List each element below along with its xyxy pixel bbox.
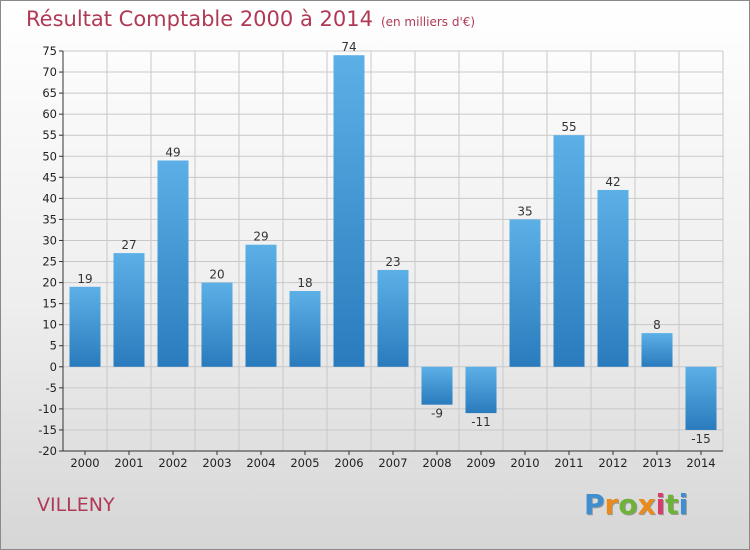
logo-letter: P [584,488,605,521]
chart-title: Résultat Comptable 2000 à 2014 (en millie… [26,7,475,31]
x-tick-label: 2003 [202,456,231,470]
commune-name: VILLENY [37,494,115,516]
data-label: 74 [341,40,356,54]
x-tick-label: 2002 [158,456,187,470]
logo-letter: r [604,488,619,521]
x-tick-label: 2004 [246,456,275,470]
y-tick-label: -10 [38,402,57,416]
y-tick-label: 15 [42,297,57,311]
y-tick-label: 55 [42,128,57,142]
data-label: 20 [209,268,224,282]
data-label: 35 [517,204,532,218]
data-label: 23 [385,255,400,269]
x-tick-label: 2001 [114,456,143,470]
data-label: -9 [431,407,443,421]
bar [465,366,497,414]
bar [201,282,233,367]
chart-subtitle: (en milliers d'€) [380,15,476,29]
x-tick-label: 2010 [510,456,539,470]
y-tick-label: 20 [42,276,57,290]
data-label: 8 [653,318,661,332]
x-tick-label: 2007 [378,456,407,470]
data-label: 18 [297,276,312,290]
y-tick-label: 40 [42,191,57,205]
x-tick-label: 2014 [686,456,715,470]
x-tick-label: 2008 [422,456,451,470]
y-tick-label: -20 [38,444,57,458]
y-tick-label: -15 [38,423,57,437]
bar [597,189,629,367]
proxiti-logo[interactable]: Proxiti [584,488,688,521]
logo-letter: o [618,488,638,521]
y-tick-label: 5 [50,339,57,353]
x-tick-label: 2013 [642,456,671,470]
y-tick-label: 10 [42,318,57,332]
bar [113,253,145,367]
x-tick-label: 2011 [554,456,583,470]
y-tick-label: 25 [42,255,57,269]
y-tick-label: 35 [42,212,57,226]
bar [245,244,277,367]
bar [289,291,321,367]
bar [641,333,673,367]
data-label: 55 [561,120,576,134]
data-label: -15 [691,432,711,446]
data-label: 19 [77,272,92,286]
bar [333,55,365,367]
logo-letter: i [678,488,689,521]
bar [509,219,541,367]
y-tick-label: -5 [46,381,57,395]
y-tick-label: 60 [42,107,57,121]
logo-letter: x [637,488,656,521]
x-tick-label: 2012 [598,456,627,470]
y-tick-label: 0 [50,360,57,374]
bars [69,55,717,430]
bar [421,366,453,405]
title-text: Résultat Comptable 2000 à 2014 [26,7,373,31]
y-tick-label: 50 [42,149,57,163]
y-tick-label: 75 [42,44,57,58]
bar [685,366,717,430]
y-tick-label: 45 [42,170,57,184]
y-tick-label: 30 [42,233,57,247]
bar [377,269,409,367]
logo-letter: t [665,488,679,521]
data-label: 29 [253,230,268,244]
y-tick-label: 65 [42,86,57,100]
x-tick-label: 2006 [334,456,363,470]
axes: -20 -15 -10 -5 0 5 10 15 20 25 30 35 40 45 50 55 60 65 70 7… [38,44,723,470]
bar [69,286,101,367]
data-label: 49 [165,145,180,159]
x-tick-label: 2005 [290,456,319,470]
x-tick-label: 2000 [70,456,99,470]
data-label: 42 [605,175,620,189]
bar [157,160,189,367]
data-label: -11 [471,415,491,429]
data-label: 27 [121,238,136,252]
x-tick-label: 2009 [466,456,495,470]
bar [553,135,585,367]
data-labels: 19 27 49 20 29 18 74 23 -9 -11 35 55 42 8 -15 [77,40,710,446]
y-tick-label: 70 [42,65,57,79]
logo-letter: i [655,488,666,521]
